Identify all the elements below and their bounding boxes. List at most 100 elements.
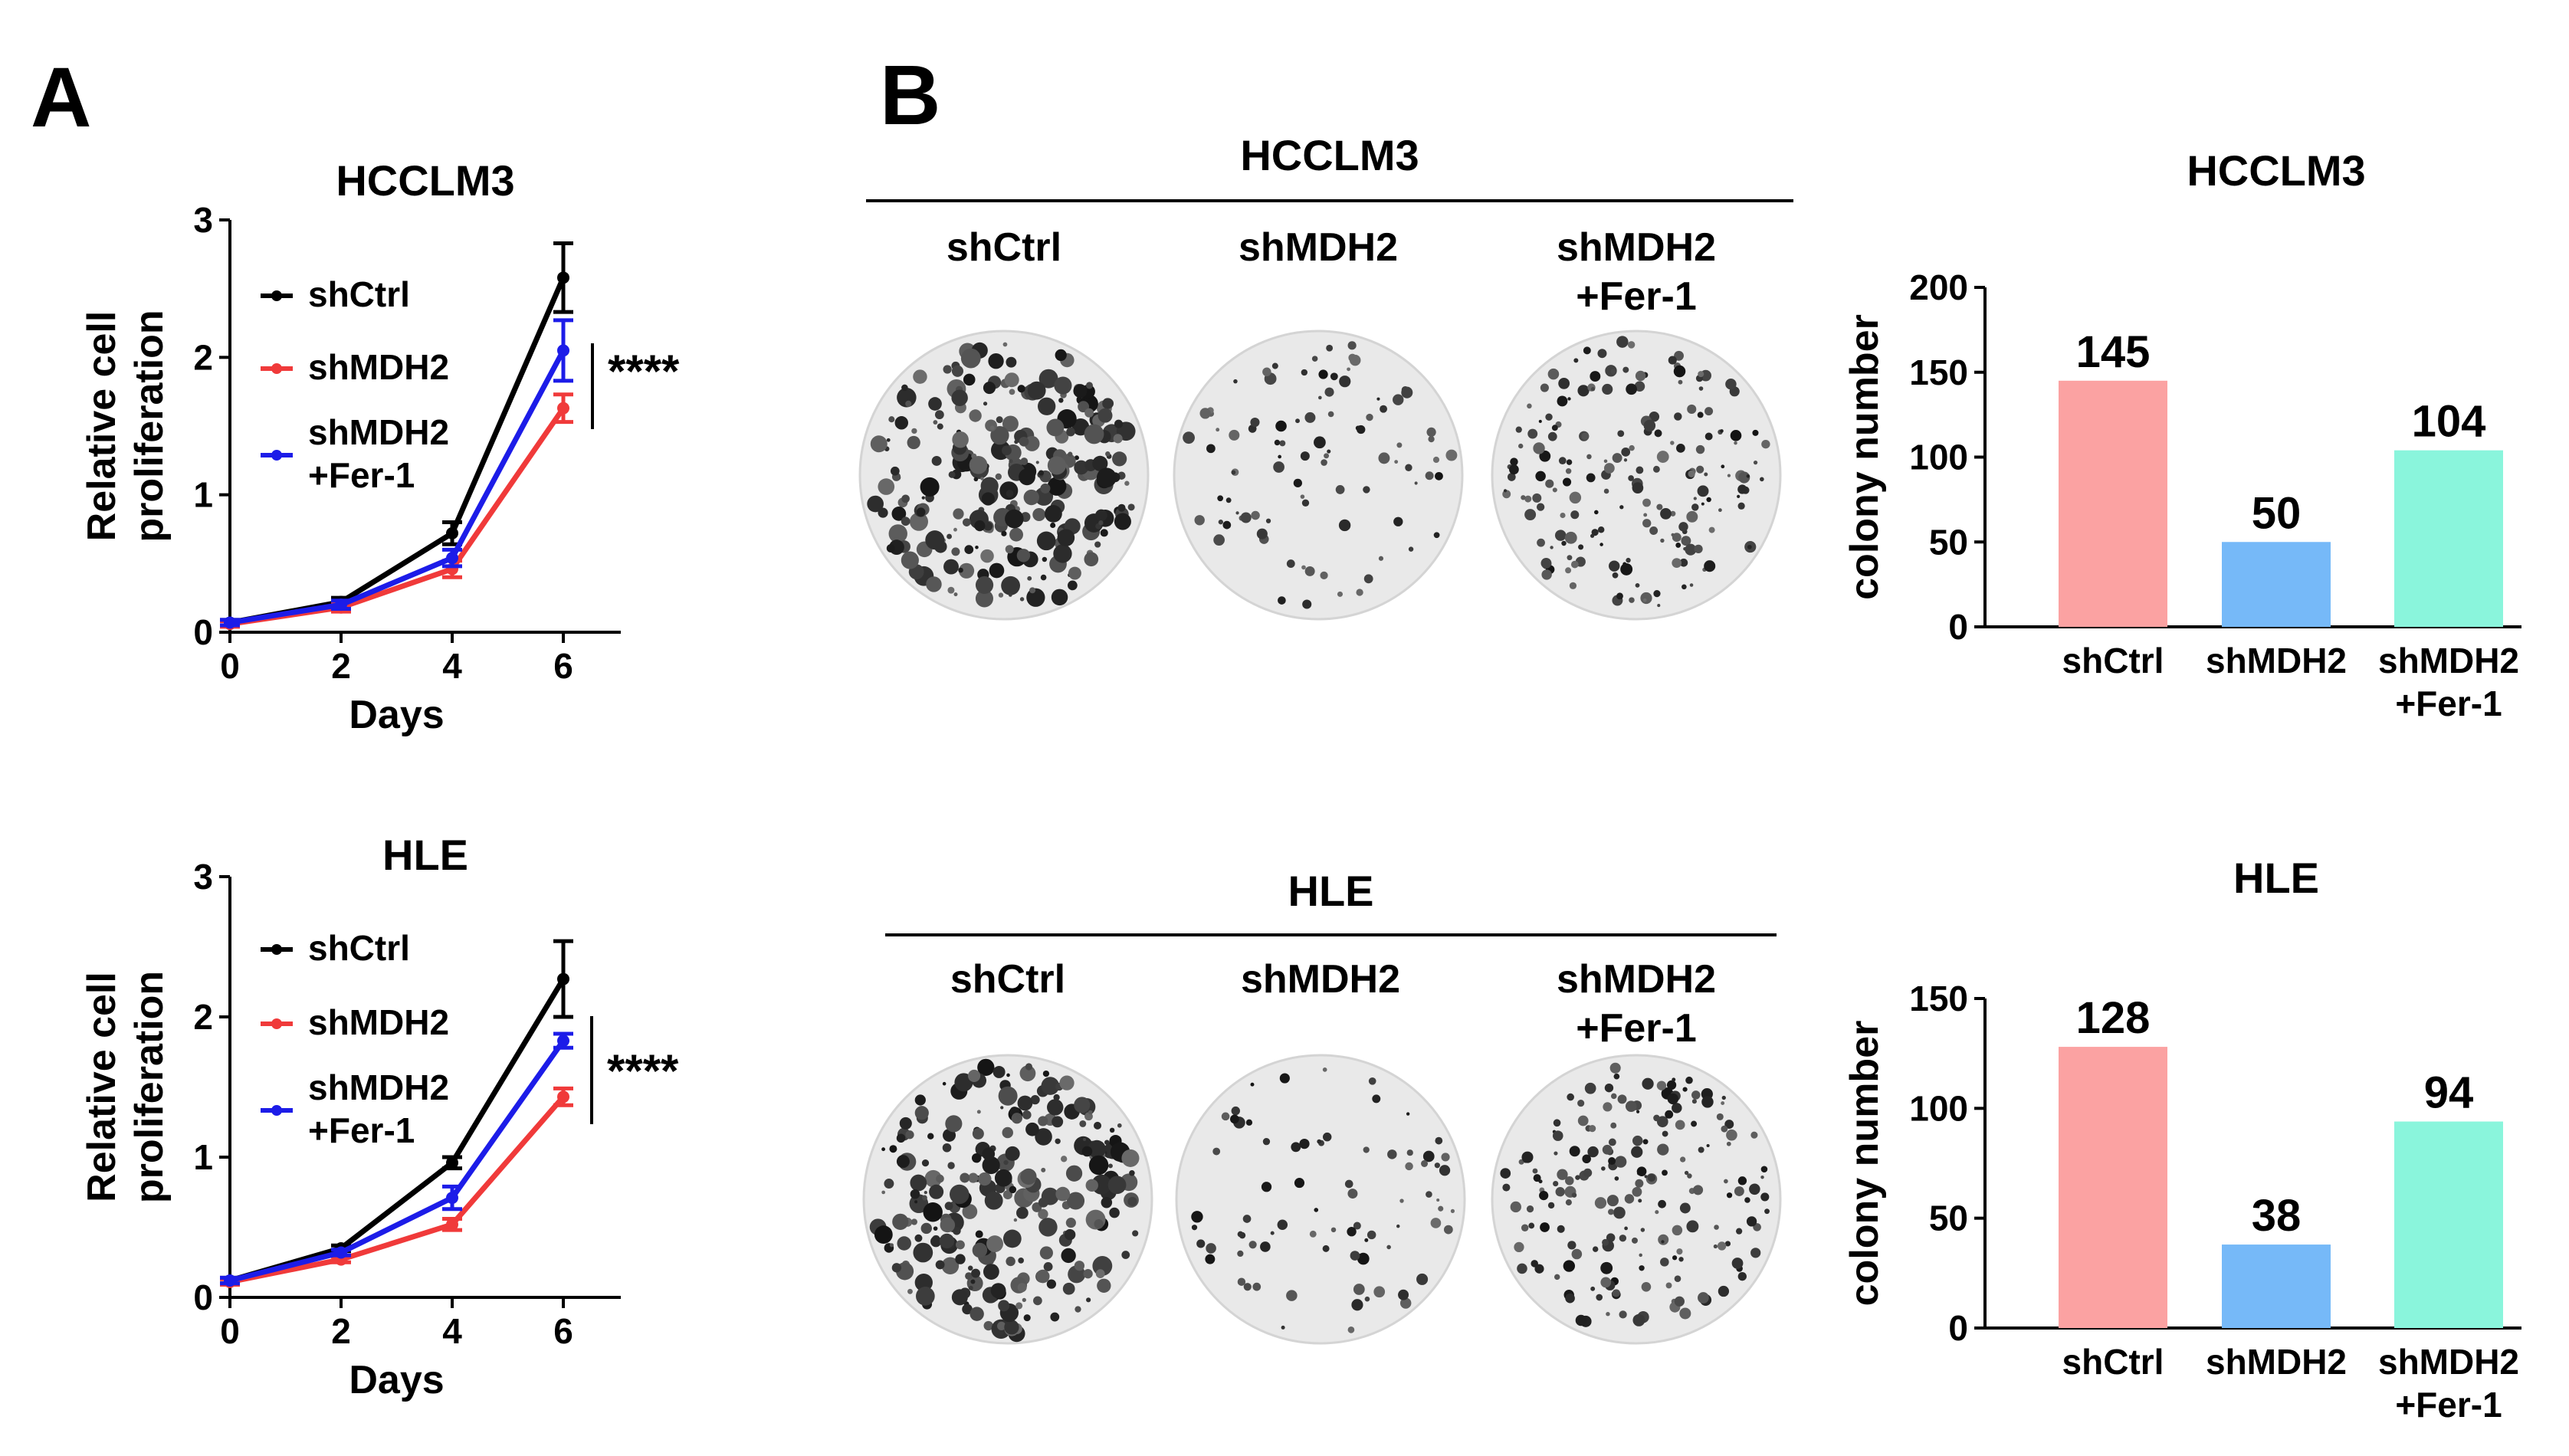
colony-dot [958, 567, 963, 573]
colony-dot [968, 1285, 973, 1290]
colony-dot [951, 547, 960, 556]
colony-dot [1760, 1175, 1764, 1179]
colony-dot [1426, 427, 1436, 438]
colony-dot [1678, 522, 1688, 532]
colony-dot [1510, 1201, 1521, 1213]
colony-dot [910, 1174, 927, 1192]
colony-dot [907, 1288, 913, 1294]
colony-dot [870, 435, 888, 453]
colony-dot [1527, 403, 1532, 409]
colony-dot [1532, 493, 1542, 503]
colony-dot [980, 477, 984, 480]
y-axis-label-line: proliferation [127, 310, 172, 542]
colony-dot [1687, 404, 1697, 415]
colony-plate-image [862, 1054, 1153, 1345]
colony-dot [1067, 1192, 1085, 1210]
colony-dot [889, 1145, 897, 1153]
colony-dot [1242, 1215, 1252, 1223]
x-tick-label: 6 [553, 1311, 573, 1351]
colony-dot [1217, 495, 1224, 502]
legend-marker [271, 1018, 282, 1029]
colony-dot [1553, 1119, 1561, 1127]
colony-dot [1132, 1230, 1139, 1237]
colony-dot [1657, 604, 1661, 608]
colony-dot [1590, 1286, 1596, 1291]
colony-dot [1086, 1297, 1091, 1303]
colony-dot [1112, 451, 1127, 467]
colony-dot [1061, 1156, 1068, 1163]
colony-dot [878, 478, 895, 495]
bar-value-label: 128 [2076, 993, 2151, 1043]
colony-dot [1642, 498, 1651, 507]
colony-dot [1114, 419, 1124, 428]
y-tick-label: 3 [193, 200, 213, 240]
colony-dot [1318, 369, 1328, 379]
colony-dot [1575, 1314, 1587, 1326]
y-tick-label: 50 [1929, 1199, 1968, 1238]
colony-dot [1565, 1293, 1575, 1304]
colony-dot [1401, 386, 1413, 398]
colony-dot [909, 512, 928, 531]
colony-dot [1721, 1101, 1725, 1106]
colony-dot [1406, 1112, 1410, 1116]
colony-dot [1095, 509, 1107, 522]
colony-dot [1083, 1269, 1093, 1279]
colony-section-title: HLE [1288, 867, 1374, 915]
data-point [557, 402, 569, 415]
category-label: shCtrl [2062, 1342, 2164, 1382]
colony-dot [971, 1153, 982, 1163]
colony-dot [953, 508, 964, 520]
legend-label-line: +Fer-1 [308, 1110, 415, 1150]
colony-dot [886, 544, 895, 553]
colony-dot [964, 545, 974, 554]
x-axis-label: Days [349, 693, 444, 737]
colony-dot [1582, 1154, 1591, 1164]
colony-dot [894, 416, 909, 430]
colony-dot [1394, 460, 1399, 464]
colony-dot [1670, 441, 1675, 445]
colony-dot [967, 1069, 981, 1083]
colony-dot [1613, 1073, 1620, 1080]
colony-dot [1004, 372, 1019, 388]
colony-dot [1038, 1218, 1058, 1237]
colony-dot [1691, 1120, 1698, 1127]
colony-dot [1027, 576, 1032, 581]
colony-dot [990, 425, 1009, 445]
colony-dot [1347, 1189, 1358, 1199]
colony-dot [1004, 1320, 1019, 1335]
colony-dot [1278, 596, 1286, 605]
colony-dot [1600, 1261, 1613, 1274]
colony-dot [1041, 1167, 1046, 1172]
colony-dot [1083, 1137, 1087, 1141]
colony-dot [1714, 1225, 1719, 1230]
legend-label: shCtrl [308, 274, 410, 314]
colony-dot [905, 1130, 914, 1140]
colony-dot [901, 494, 910, 503]
colony-dot [913, 1242, 933, 1263]
colony-dot [1441, 1153, 1450, 1162]
y-axis-label-line: Relative cell [80, 311, 124, 542]
colony-dot [891, 507, 907, 521]
colony-dot [1694, 544, 1703, 553]
colony-dot [1439, 1165, 1451, 1176]
colony-dot [1624, 1194, 1635, 1204]
colony-dot [1386, 1244, 1391, 1250]
data-point [557, 344, 569, 357]
colony-dot [1009, 1185, 1017, 1194]
colony-dot [910, 1189, 920, 1199]
colony-dot [921, 1159, 930, 1167]
colony-dot [1691, 1090, 1701, 1100]
colony-dot [1019, 436, 1029, 447]
colony-dot [1764, 1208, 1770, 1215]
x-tick-label: 0 [220, 646, 240, 686]
colony-dot [1571, 1248, 1583, 1260]
colony-dot [1565, 567, 1572, 574]
colony-dot [1617, 430, 1625, 438]
colony-dot [1121, 1251, 1130, 1259]
colony-dot [1661, 1240, 1665, 1244]
colony-dot [1704, 432, 1713, 441]
colony-dot [1721, 1125, 1728, 1133]
colony-dot [1606, 1195, 1619, 1207]
colony-dot [1023, 489, 1039, 506]
